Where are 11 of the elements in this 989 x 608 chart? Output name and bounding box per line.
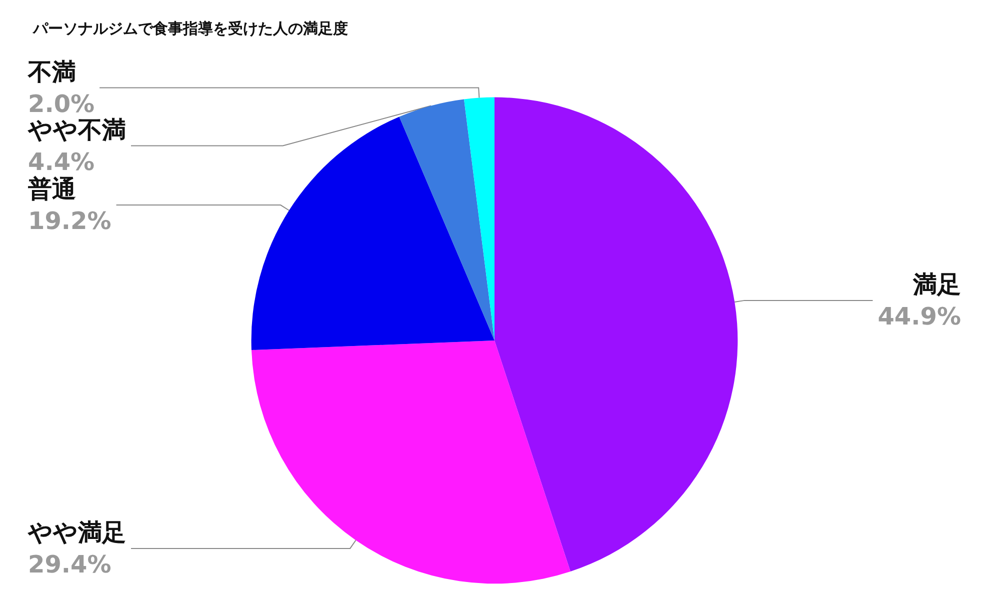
slice-label: やや満足	[27, 518, 126, 546]
data-label: 44.9%	[878, 302, 961, 330]
chart-title: パーソナルジムで食事指導を受けた人の満足度	[32, 20, 348, 38]
slice-label: 普通	[27, 175, 76, 204]
data-label: 29.4%	[28, 550, 112, 578]
slice-label: 不満	[27, 58, 76, 86]
data-label: 4.4%	[28, 148, 95, 176]
slice-label: やや不満	[27, 116, 126, 144]
slice-label: 満足	[912, 270, 961, 298]
data-label: 19.2%	[28, 207, 112, 236]
data-label: 2.0%	[28, 90, 95, 118]
